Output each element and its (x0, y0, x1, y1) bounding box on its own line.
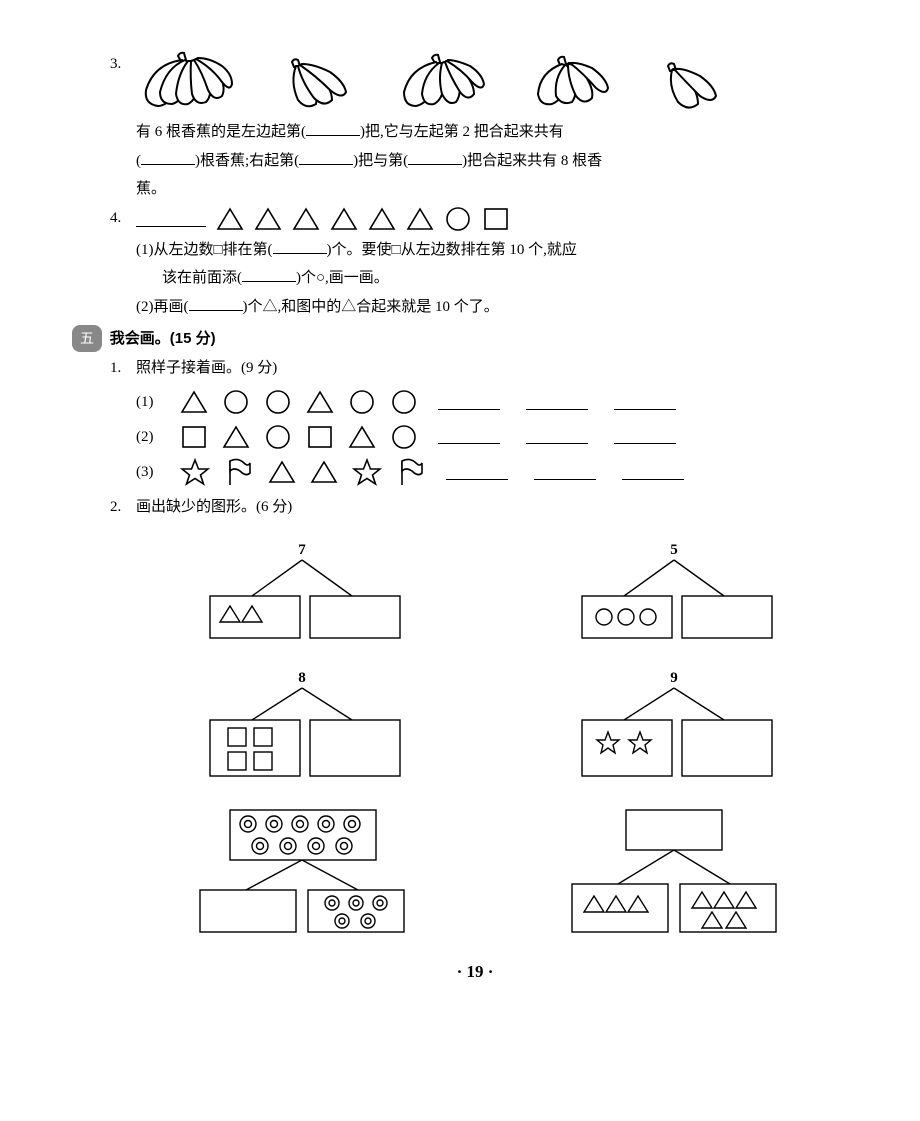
triangle-icon (348, 424, 376, 450)
square-icon (180, 424, 208, 450)
page-number: · 19 · (110, 956, 840, 988)
banana-bunch-5-icon (390, 52, 490, 112)
draw-blank[interactable] (526, 395, 588, 410)
circle-icon (390, 389, 418, 415)
svg-text:9: 9 (670, 670, 678, 686)
fill-blank[interactable] (242, 265, 296, 282)
triangle-icon (306, 389, 334, 415)
circle-icon (264, 424, 292, 450)
fill-blank[interactable] (408, 148, 462, 165)
triangle-icon (216, 206, 244, 232)
svg-text:7: 7 (298, 542, 306, 558)
fill-blank[interactable] (141, 148, 195, 165)
flag-icon (224, 457, 254, 487)
draw-blank[interactable] (622, 465, 684, 480)
fill-blank[interactable] (299, 148, 353, 165)
triangle-icon (254, 206, 282, 232)
number-bond-8: 8 (192, 668, 412, 788)
svg-text:5: 5 (670, 542, 678, 558)
question-5-2: 2. 画出缺少的图形。(6 分) 7 5 (110, 493, 840, 942)
fill-blank[interactable] (306, 119, 360, 136)
triangle-icon (310, 459, 338, 485)
circle-icon (444, 206, 472, 232)
triangle-icon (292, 206, 320, 232)
triangle-icon (330, 206, 358, 232)
q5-1-number: 1. (110, 354, 136, 383)
banana-bunch-6-icon (136, 50, 236, 112)
banana-bunch-4-icon (522, 54, 616, 112)
draw-blank[interactable] (438, 395, 500, 410)
question-5-1: 1. 照样子接着画。(9 分) (1) (2) (110, 354, 840, 494)
draw-blank[interactable] (534, 465, 596, 480)
number-bond-5: 5 (564, 540, 784, 650)
banana-row (136, 50, 840, 112)
flag-icon (396, 457, 426, 487)
square-icon (306, 424, 334, 450)
circle-icon (222, 389, 250, 415)
square-icon (482, 206, 510, 232)
q4-number: 4. (110, 204, 136, 233)
svg-text:8: 8 (298, 670, 306, 686)
fill-blank[interactable] (136, 210, 206, 227)
triangle-icon (406, 206, 434, 232)
question-3: 3. (110, 50, 840, 204)
fill-blank[interactable] (189, 294, 243, 311)
draw-blank[interactable] (614, 395, 676, 410)
number-bond-9: 9 (564, 668, 784, 788)
number-bond-donuts (182, 806, 422, 936)
number-bond-triangles (554, 806, 794, 936)
draw-blank[interactable] (446, 465, 508, 480)
pattern-1: (1) (136, 388, 840, 417)
q3-number: 3. (110, 50, 136, 79)
number-bond-7: 7 (192, 540, 412, 650)
circle-icon (390, 424, 418, 450)
section-tag: 五 (72, 325, 102, 352)
fill-blank[interactable] (273, 237, 327, 254)
q3-text: 有 6 根香蕉的是左边起第()把,它与左起第 2 把合起来共有 ()根香蕉;右起… (136, 118, 840, 204)
banana-bunch-2-icon (648, 60, 728, 112)
q4-shape-row (136, 206, 840, 232)
triangle-icon (180, 389, 208, 415)
question-4: 4. (1)从左边数□排在第()个。要使□从左边数排在第 10 个,就应 该在前… (110, 204, 840, 322)
banana-bunch-3-icon (268, 56, 358, 112)
star-icon (352, 458, 382, 486)
pattern-2: (2) (136, 423, 840, 452)
circle-icon (348, 389, 376, 415)
q5-2-number: 2. (110, 493, 136, 522)
draw-blank[interactable] (614, 429, 676, 444)
triangle-icon (222, 424, 250, 450)
draw-blank[interactable] (526, 429, 588, 444)
triangle-icon (268, 459, 296, 485)
star-icon (180, 458, 210, 486)
circle-icon (264, 389, 292, 415)
pattern-3: (3) (136, 457, 840, 487)
draw-blank[interactable] (438, 429, 500, 444)
triangle-icon (368, 206, 396, 232)
section-5-header: 五 我会画。(15 分) (72, 325, 840, 354)
